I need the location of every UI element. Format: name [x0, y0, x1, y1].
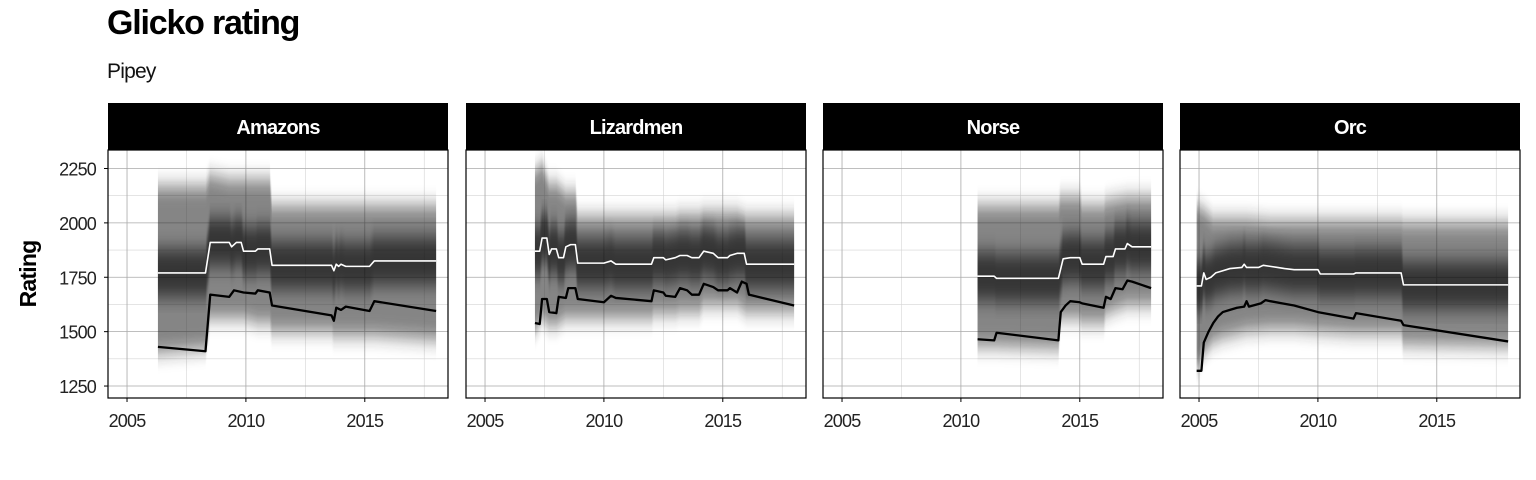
facet-strip [108, 103, 448, 150]
facet-strip [466, 103, 806, 150]
x-tick-label: 2015 [704, 411, 742, 431]
band-core-area [534, 214, 795, 289]
facet-strip [823, 103, 1163, 150]
x-tick-label: 2010 [1299, 411, 1337, 431]
facet-strip [1180, 103, 1520, 150]
x-tick-label: 2015 [346, 411, 384, 431]
lower-bound-line [977, 279, 1152, 342]
lower-bound-line [534, 280, 795, 326]
facet-panel-amazons: Amazons 2005 2010 2015 1250 1500 1750 2000 2250 [59, 103, 449, 431]
x-tick-label: 2010 [227, 411, 265, 431]
y-tick-label: 1750 [59, 268, 97, 288]
facet-strip-label: Amazons [236, 117, 320, 139]
lower-bound-line [1196, 298, 1509, 372]
band-core-area [157, 218, 437, 297]
x-tick-label: 2010 [942, 411, 980, 431]
x-tick-label: 2015 [1418, 411, 1456, 431]
facet-panel-lizardmen: Lizardmen 2005 2010 2015 [465, 103, 807, 431]
x-tick-label: 2005 [467, 411, 505, 431]
band-core-area [977, 219, 1152, 303]
facet-strip-label: Norse [967, 117, 1020, 139]
band-core [534, 214, 795, 289]
rating-line [1196, 263, 1509, 287]
band-core [977, 219, 1152, 303]
facet-panel-norse: Norse 2005 2010 2015 [822, 103, 1164, 431]
y-axis-label: Rating [15, 241, 41, 308]
facet-strip-label: Orc [1334, 117, 1367, 139]
facet-strip-label: Lizardmen [590, 117, 683, 139]
x-tick-label: 2015 [1061, 411, 1099, 431]
lower-bound-line [157, 289, 437, 353]
band-core [157, 218, 437, 297]
band-core-area [1196, 240, 1509, 310]
y-tick-label: 2250 [59, 159, 97, 179]
chart-title: Glicko rating [107, 4, 300, 42]
x-tick-label: 2005 [824, 411, 862, 431]
y-tick-label: 1500 [59, 323, 97, 343]
y-tick-label: 1250 [59, 377, 97, 397]
x-tick-label: 2010 [585, 411, 623, 431]
rating-line [534, 237, 795, 266]
x-tick-label: 2005 [1181, 411, 1219, 431]
y-tick-label: 2000 [59, 214, 97, 234]
band-core [1196, 240, 1509, 310]
facet-panel-orc: Orc 2005 2010 2015 [1179, 103, 1521, 431]
rating-line [977, 242, 1152, 280]
x-tick-label: 2005 [109, 411, 147, 431]
chart-subtitle: Pipey [107, 60, 156, 83]
rating-line [157, 241, 437, 274]
